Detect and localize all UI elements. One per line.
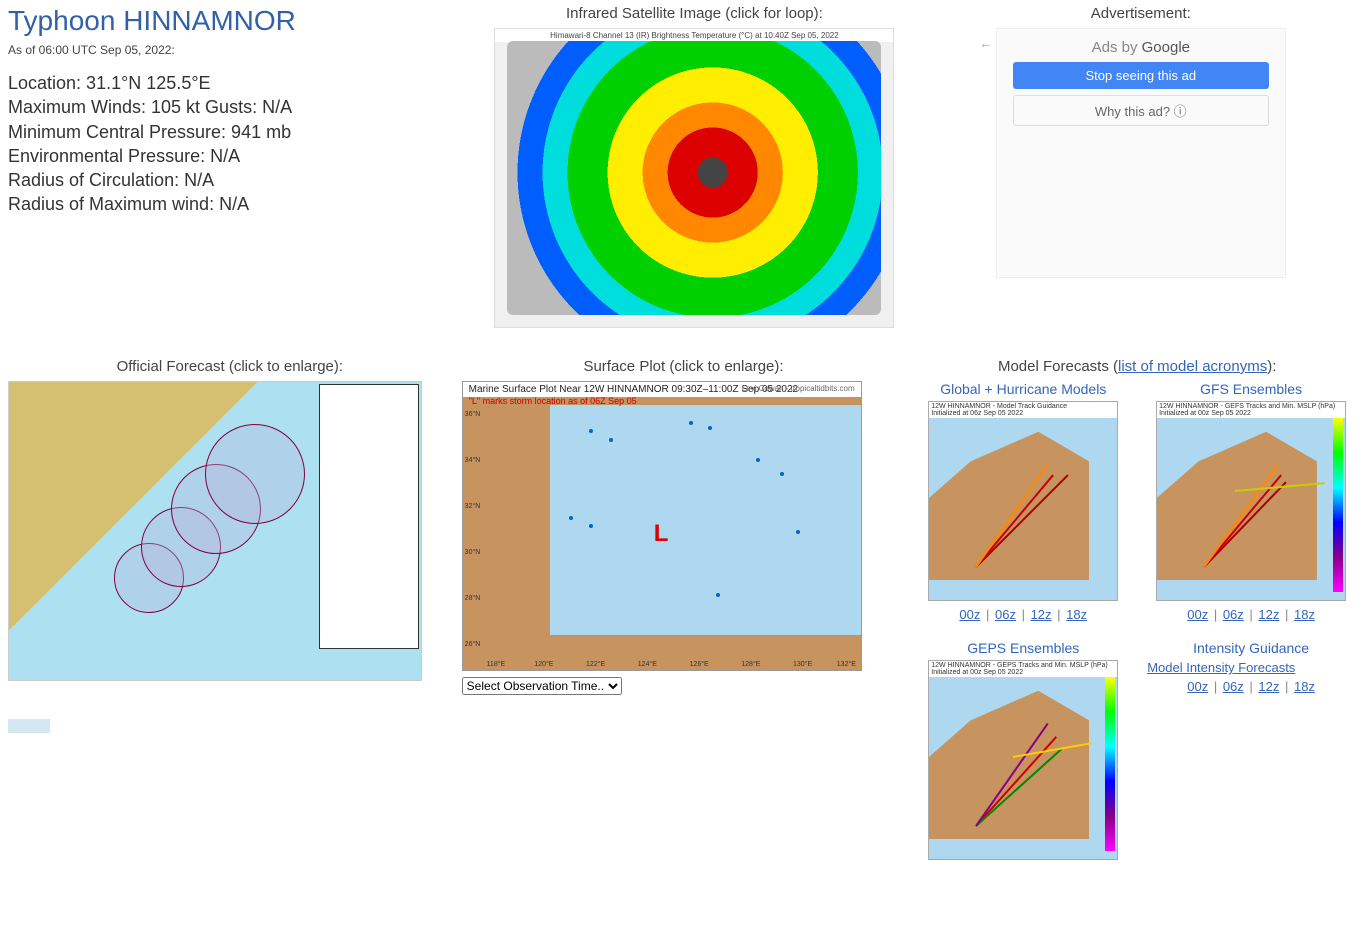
run-00z-b[interactable]: 00z [1187, 607, 1208, 622]
run-12z-b[interactable]: 12z [1258, 607, 1279, 622]
yaxis-1: 34°N [465, 457, 481, 464]
stat-rmw: Radius of Maximum wind: N/A [8, 192, 466, 216]
xaxis-3: 124°E [638, 661, 657, 668]
model-thumb-2[interactable]: 12W HINNAMNOR - GEPS Tracks and Min. MSL… [928, 660, 1118, 860]
forecast-label: Official Forecast (click to enlarge): [8, 358, 452, 375]
run-links-3: 00z | 06z | 12z | 18z [1143, 679, 1359, 694]
run-12z-d[interactable]: 12z [1258, 679, 1279, 694]
models-label-post: ): [1267, 358, 1276, 375]
spacer-box [8, 719, 50, 733]
model-thumb-0[interactable]: 12W HINNAMNOR - Model Track GuidanceInit… [928, 401, 1118, 601]
storm-stats: Location: 31.1°N 125.5°E Maximum Winds: … [8, 71, 466, 217]
model-caption-0: 12W HINNAMNOR - Model Track GuidanceInit… [929, 402, 1117, 418]
model-title-1: GFS Ensembles [1143, 381, 1359, 397]
intensity-link[interactable]: Model Intensity Forecasts [1147, 660, 1295, 675]
run-links-1: 00z | 06z | 12z | 18z [1143, 607, 1359, 622]
stat-pressure: Minimum Central Pressure: 941 mb [8, 120, 466, 144]
ads-by-text: Ads by [1092, 39, 1138, 56]
run-links-0: 00z | 06z | 12z | 18z [915, 607, 1131, 622]
stat-envpressure: Environmental Pressure: N/A [8, 144, 466, 168]
stat-winds: Maximum Winds: 105 kt Gusts: N/A [8, 95, 466, 119]
why-ad-button[interactable]: Why this ad? ⓘ [1013, 95, 1269, 126]
stat-roci: Radius of Circulation: N/A [8, 168, 466, 192]
ads-by-google: Ads by Google [997, 39, 1285, 56]
run-18z-b[interactable]: 18z [1294, 607, 1315, 622]
yaxis-2: 32°N [465, 503, 481, 510]
model-title-0: Global + Hurricane Models [915, 381, 1131, 397]
model-title-2: GEPS Ensembles [915, 640, 1131, 656]
model-title-3: Intensity Guidance [1143, 640, 1359, 656]
ad-container: ← Ads by Google Stop seeing this ad Why … [996, 28, 1286, 278]
surface-sub: "L" marks storm location as of 06Z Sep 0… [469, 396, 637, 406]
model-thumb-1[interactable]: 12W HINNAMNOR - GEFS Tracks and Min. MSL… [1156, 401, 1346, 601]
surface-image[interactable]: Marine Surface Plot Near 12W HINNAMNOR 0… [462, 381, 862, 671]
stop-ad-button[interactable]: Stop seeing this ad [1013, 62, 1269, 89]
yaxis-4: 28°N [465, 595, 481, 602]
run-18z-d[interactable]: 18z [1294, 679, 1315, 694]
stat-location: Location: 31.1°N 125.5°E [8, 71, 466, 95]
yaxis-0: 36°N [465, 411, 481, 418]
yaxis-3: 30°N [465, 549, 481, 556]
run-00z[interactable]: 00z [959, 607, 980, 622]
acronyms-link[interactable]: list of model acronyms [1118, 358, 1267, 375]
run-06z[interactable]: 06z [995, 607, 1016, 622]
run-12z[interactable]: 12z [1031, 607, 1052, 622]
surface-credit: Levi Cowan - tropicaltidbits.com [742, 384, 855, 393]
xaxis-5: 128°E [741, 661, 760, 668]
model-caption-2: 12W HINNAMNOR - GEPS Tracks and Min. MSL… [929, 661, 1117, 677]
xaxis-7: 132°E [837, 661, 856, 668]
xaxis-2: 122°E [586, 661, 605, 668]
models-label: Model Forecasts (list of model acronyms)… [915, 358, 1359, 375]
ad-label: Advertisement: [923, 5, 1359, 22]
run-18z[interactable]: 18z [1066, 607, 1087, 622]
sat-swirl [507, 41, 881, 315]
yaxis-5: 26°N [465, 641, 481, 648]
models-label-pre: Model Forecasts ( [998, 358, 1118, 375]
ad-back-icon[interactable]: ← [979, 35, 993, 51]
run-06z-b[interactable]: 06z [1223, 607, 1244, 622]
obs-time-select[interactable]: Select Observation Time... [462, 677, 622, 695]
storm-title: Typhoon HINNAMNOR [8, 5, 466, 37]
google-text: Google [1142, 39, 1190, 56]
sat-image[interactable]: Himawari-8 Channel 13 (IR) Brightness Te… [494, 28, 894, 328]
storm-L-marker: L [654, 520, 669, 548]
model-caption-1: 12W HINNAMNOR - GEFS Tracks and Min. MSL… [1157, 402, 1345, 418]
surface-label: Surface Plot (click to enlarge): [462, 358, 906, 375]
forecast-track [91, 412, 318, 650]
asof-timestamp: As of 06:00 UTC Sep 05, 2022: [8, 43, 466, 57]
xaxis-1: 120°E [534, 661, 553, 668]
forecast-image[interactable] [8, 381, 422, 681]
sat-label: Infrared Satellite Image (click for loop… [476, 5, 912, 22]
xaxis-0: 118°E [487, 661, 506, 668]
xaxis-6: 130°E [793, 661, 812, 668]
xaxis-4: 126°E [690, 661, 709, 668]
forecast-text-panel [319, 384, 419, 649]
run-06z-d[interactable]: 06z [1223, 679, 1244, 694]
run-00z-d[interactable]: 00z [1187, 679, 1208, 694]
